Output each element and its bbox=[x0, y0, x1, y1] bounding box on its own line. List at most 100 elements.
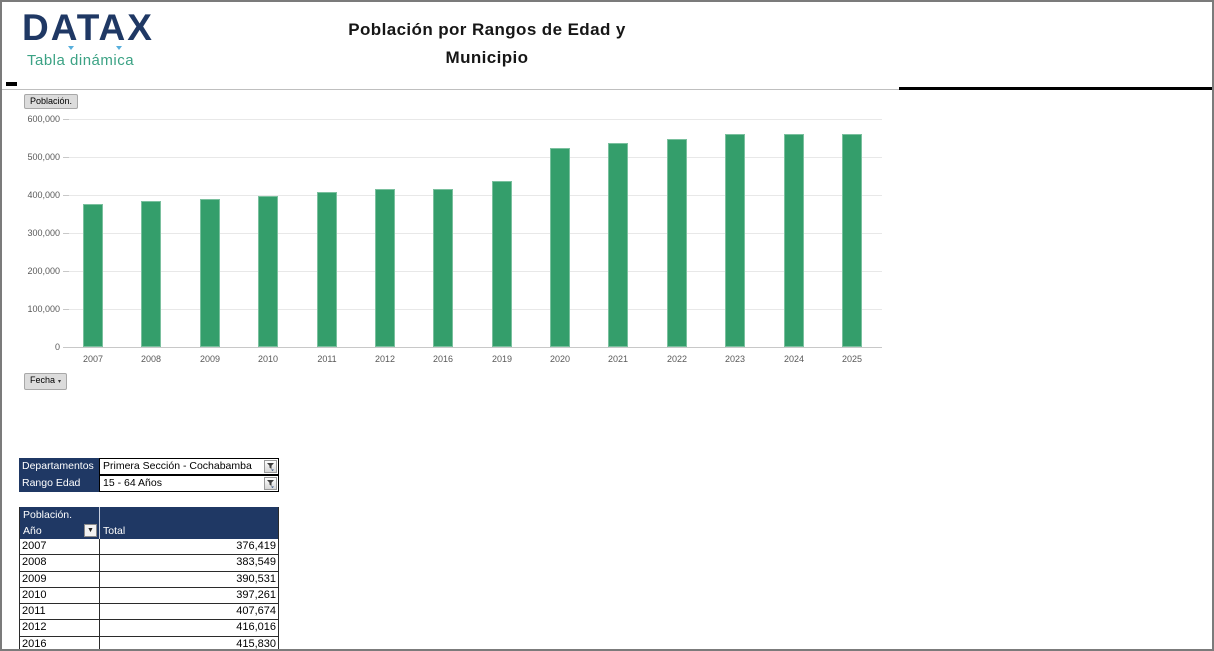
page-title-line1: Población por Rangos de Edad y bbox=[348, 20, 626, 39]
pivot-value-header: Total bbox=[103, 525, 126, 537]
x-axis-label: 2007 bbox=[82, 354, 104, 364]
cell-border-segment bbox=[899, 87, 1212, 90]
logo-subtitle: Tabla dinámica bbox=[27, 52, 135, 69]
total-cell[interactable]: 415,830 bbox=[236, 637, 276, 650]
filter-dropdown-button[interactable] bbox=[264, 460, 277, 473]
y-axis-tick bbox=[63, 309, 69, 310]
x-axis-label: 2025 bbox=[841, 354, 863, 364]
chart-bar-2011[interactable] bbox=[317, 192, 337, 347]
year-cell[interactable]: 2016 bbox=[20, 636, 100, 649]
x-axis-label: 2010 bbox=[257, 354, 279, 364]
year-cell[interactable]: 2008 bbox=[20, 555, 100, 571]
year-cell[interactable]: 2007 bbox=[20, 539, 100, 555]
y-axis-label: 0 bbox=[54, 342, 60, 352]
filter-value-rango-edad[interactable]: 15 - 64 Años bbox=[99, 475, 279, 492]
y-axis-tick bbox=[63, 195, 69, 196]
filter-label: Rango Edad bbox=[19, 475, 99, 492]
total-cell[interactable]: 407,674 bbox=[236, 605, 276, 618]
year-cell[interactable]: 2010 bbox=[20, 587, 100, 604]
pivot-table-body: 2007 376,419 2008 383,549 2009 390,531 2010 397… bbox=[20, 539, 278, 650]
page-title: Población por Rangos de Edad y Municipio bbox=[287, 16, 687, 72]
year-cell[interactable]: 2012 bbox=[20, 620, 100, 636]
logo-accent-icon bbox=[68, 46, 74, 50]
y-axis-label: 300,000 bbox=[27, 228, 60, 238]
table-row: 2012 416,016 bbox=[20, 620, 278, 637]
table-row: 2011 407,674 bbox=[20, 604, 278, 621]
filter-value-text: 15 - 64 Años bbox=[103, 477, 162, 489]
pivot-field-header-row: Población. bbox=[20, 507, 278, 523]
datax-logo: DATAX bbox=[22, 7, 154, 48]
y-axis-label: 500,000 bbox=[27, 152, 60, 162]
chart-bar-2009[interactable] bbox=[200, 199, 220, 347]
table-row: 2016 415,830 bbox=[20, 636, 278, 650]
pivot-field-cell-empty bbox=[100, 507, 280, 523]
x-axis-label: 2009 bbox=[199, 354, 221, 364]
x-axis-label: 2016 bbox=[432, 354, 454, 364]
chart-bar-2008[interactable] bbox=[141, 201, 161, 347]
x-axis-label: 2012 bbox=[374, 354, 396, 364]
x-axis-label: 2020 bbox=[549, 354, 571, 364]
filter-label: Departamentos bbox=[19, 458, 99, 475]
year-cell[interactable]: 2011 bbox=[20, 604, 100, 620]
total-cell[interactable]: 376,419 bbox=[236, 540, 276, 552]
chart-bar-2025[interactable] bbox=[842, 134, 862, 347]
gridline bbox=[69, 195, 882, 196]
funnel-icon bbox=[267, 463, 274, 471]
table-row: 2010 397,261 bbox=[20, 587, 278, 605]
row-filter-dropdown-button[interactable]: ▼ bbox=[84, 524, 97, 537]
year-cell[interactable]: 2009 bbox=[20, 571, 100, 587]
chart-bar-2020[interactable] bbox=[550, 148, 570, 347]
filter-value-text: Primera Sección - Cochabamba bbox=[103, 460, 252, 472]
gridline bbox=[69, 271, 882, 272]
cell-border-segment bbox=[6, 82, 17, 86]
x-axis-label: 2008 bbox=[140, 354, 162, 364]
total-cell[interactable]: 383,549 bbox=[236, 556, 276, 569]
x-axis-label: 2024 bbox=[783, 354, 805, 364]
chart-value-field-button[interactable]: Población. bbox=[24, 94, 79, 109]
pivot-field-cell: Población. bbox=[20, 507, 100, 523]
chart-bar-2016[interactable] bbox=[433, 189, 453, 347]
chart-bar-2022[interactable] bbox=[667, 139, 687, 347]
logo-accent-icon bbox=[116, 46, 122, 50]
x-axis-label: 2023 bbox=[724, 354, 746, 364]
chart-bar-2010[interactable] bbox=[258, 196, 278, 347]
filter-value-departamentos[interactable]: Primera Sección - Cochabamba bbox=[99, 458, 279, 475]
gridline bbox=[69, 119, 882, 120]
pivot-column-header-row: Año ▼ Total bbox=[20, 523, 278, 539]
chart-bar-2021[interactable] bbox=[608, 143, 628, 347]
gridline bbox=[69, 157, 882, 158]
chart-axis-field-label: Fecha bbox=[30, 375, 56, 385]
chart-bar-2023[interactable] bbox=[725, 134, 745, 347]
pivot-row-header-label: Año bbox=[23, 525, 42, 537]
x-axis-line bbox=[69, 347, 882, 348]
chart-bar-2019[interactable] bbox=[492, 181, 512, 347]
total-cell[interactable]: 390,531 bbox=[236, 572, 276, 585]
y-axis-tick bbox=[63, 233, 69, 234]
y-axis-label: 600,000 bbox=[27, 114, 60, 124]
y-axis-label: 100,000 bbox=[27, 304, 60, 314]
chart-bar-2024[interactable] bbox=[784, 134, 804, 347]
filter-row-rango-edad: Rango Edad 15 - 64 Años bbox=[19, 475, 279, 492]
report-header: DATAX Tabla dinámica Población por Rango… bbox=[2, 2, 1212, 90]
chart-bar-2012[interactable] bbox=[375, 189, 395, 347]
table-row: 2009 390,531 bbox=[20, 571, 278, 588]
total-cell[interactable]: 416,016 bbox=[236, 621, 276, 634]
page-title-line2: Municipio bbox=[445, 48, 529, 67]
gridline bbox=[69, 233, 882, 234]
table-row: 2008 383,549 bbox=[20, 555, 278, 572]
filter-dropdown-button[interactable] bbox=[264, 477, 277, 490]
y-axis-label: 200,000 bbox=[27, 266, 60, 276]
chart-bar-2007[interactable] bbox=[83, 204, 103, 347]
table-row: 2007 376,419 bbox=[20, 539, 278, 556]
x-axis-label: 2019 bbox=[491, 354, 513, 364]
chart-axis-field-button[interactable]: Fecha ▾ bbox=[24, 373, 68, 390]
x-axis-label: 2011 bbox=[317, 354, 337, 364]
pivot-row-header: Año ▼ bbox=[20, 523, 100, 539]
chevron-down-icon: ▾ bbox=[58, 379, 62, 385]
x-axis-label: 2022 bbox=[666, 354, 688, 364]
y-axis-tick bbox=[63, 347, 69, 348]
total-cell[interactable]: 397,261 bbox=[236, 588, 276, 601]
gridline bbox=[69, 309, 882, 310]
pivot-table: Población. Año ▼ Total 2007 376,419 2008 38… bbox=[19, 507, 279, 650]
